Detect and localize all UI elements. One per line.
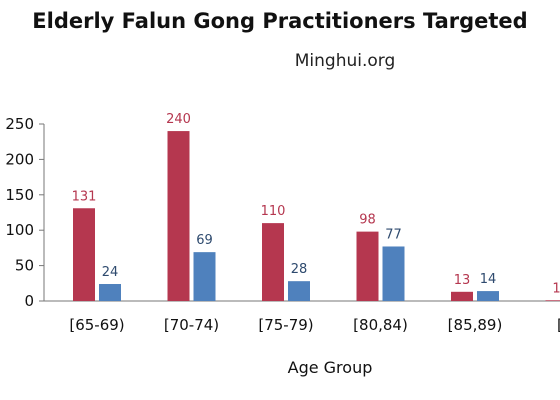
data-label: 77 bbox=[385, 227, 402, 242]
data-label: 1 bbox=[552, 281, 560, 296]
bar-series-2 bbox=[99, 284, 121, 301]
data-label: 69 bbox=[196, 233, 213, 248]
bar-series-2 bbox=[382, 246, 405, 301]
y-tick-label: 50 bbox=[15, 257, 34, 275]
bar-series-2 bbox=[288, 281, 310, 301]
bar-series-1 bbox=[73, 208, 95, 301]
data-label: 24 bbox=[102, 265, 119, 280]
x-tick-label: [80,84) bbox=[353, 316, 408, 334]
chart-subtitle: Minghui.org bbox=[295, 51, 396, 71]
bar-series-2 bbox=[193, 252, 216, 301]
x-tick-label: [65-69) bbox=[69, 316, 124, 334]
data-label: 98 bbox=[359, 213, 376, 228]
bar-series-2 bbox=[477, 291, 499, 301]
data-label: 13 bbox=[454, 273, 471, 288]
x-axis-label: Age Group bbox=[288, 358, 373, 377]
data-label: 131 bbox=[72, 189, 97, 204]
bar-series-1 bbox=[451, 291, 473, 301]
data-label: 28 bbox=[291, 262, 308, 277]
y-tick-label: 250 bbox=[5, 115, 34, 133]
x-tick-label: [75-79) bbox=[258, 316, 313, 334]
x-axis: [65-69) [70-74) [75-79) [80,84) [85,89) [90 bbox=[69, 316, 560, 334]
data-label: 110 bbox=[261, 204, 286, 219]
y-tick-label: 200 bbox=[5, 150, 34, 168]
x-tick-label: [70-74) bbox=[164, 316, 219, 334]
bar-series-1 bbox=[545, 300, 560, 301]
x-tick-label: [85,89) bbox=[448, 316, 503, 334]
x-tick-label: [90 bbox=[557, 316, 560, 334]
y-tick-label: 100 bbox=[5, 221, 34, 239]
y-axis: 0 50 100 150 200 250 bbox=[5, 115, 44, 310]
data-label: 240 bbox=[166, 112, 191, 127]
chart-title: Elderly Falun Gong Practitioners Targete… bbox=[32, 9, 527, 33]
bars: 131 24 240 69 110 28 98 77 13 14 1 bbox=[72, 112, 560, 301]
y-tick-label: 150 bbox=[5, 186, 34, 204]
data-label: 14 bbox=[480, 272, 497, 287]
y-tick-label: 0 bbox=[24, 292, 34, 310]
bar-series-1 bbox=[262, 223, 284, 301]
bar-series-1 bbox=[356, 231, 379, 301]
bar-series-1 bbox=[167, 131, 190, 301]
